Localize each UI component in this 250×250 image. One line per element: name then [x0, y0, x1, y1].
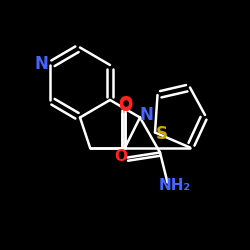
Text: O: O — [118, 97, 132, 115]
Text: N: N — [139, 106, 153, 124]
Text: S: S — [156, 125, 168, 143]
Text: O: O — [114, 149, 127, 164]
Text: NH₂: NH₂ — [159, 178, 191, 192]
Text: O: O — [118, 95, 132, 113]
Text: N: N — [34, 55, 48, 73]
